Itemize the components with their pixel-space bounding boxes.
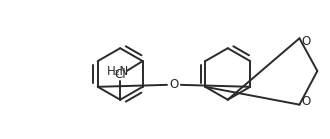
Text: Cl: Cl [115,68,126,81]
Text: O: O [169,78,179,91]
Text: O: O [302,95,311,108]
Text: O: O [302,35,311,48]
Text: H₂N: H₂N [107,65,129,79]
